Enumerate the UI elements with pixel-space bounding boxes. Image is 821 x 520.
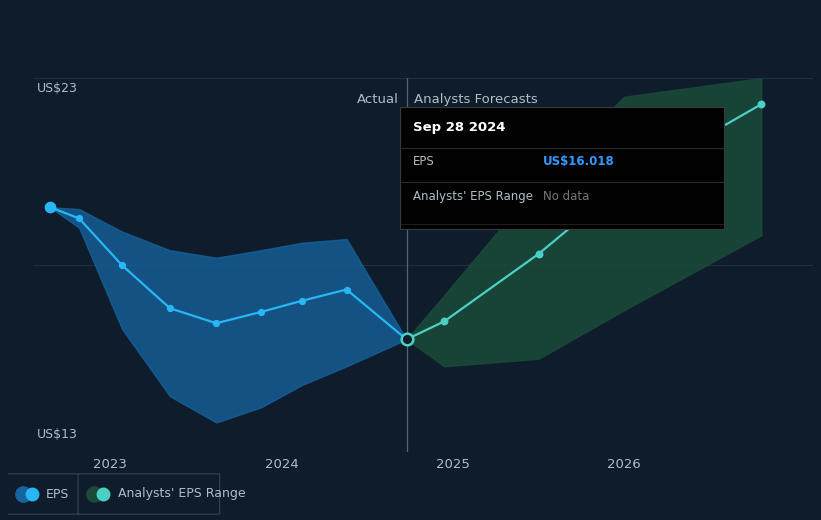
Point: [400, 335, 413, 344]
Point: [754, 100, 768, 108]
Text: US$13: US$13: [37, 428, 78, 441]
Text: No data: No data: [543, 190, 589, 203]
Text: Sep 28 2024: Sep 28 2024: [413, 121, 505, 134]
Text: Actual: Actual: [357, 93, 399, 106]
Point: [340, 285, 353, 294]
Text: EPS: EPS: [413, 155, 434, 168]
Point: [209, 319, 222, 328]
Point: [438, 317, 451, 326]
FancyBboxPatch shape: [7, 474, 80, 514]
Point: [255, 308, 268, 316]
Text: Analysts Forecasts: Analysts Forecasts: [415, 93, 538, 106]
Text: US$16.018: US$16.018: [543, 155, 614, 168]
Point: [116, 261, 129, 269]
Point: [617, 179, 631, 187]
Text: US$23: US$23: [37, 82, 78, 95]
Point: [163, 304, 177, 313]
Text: Analysts' EPS Range: Analysts' EPS Range: [413, 190, 533, 203]
Point: [72, 214, 85, 223]
Point: [296, 296, 309, 305]
Text: Analysts' EPS Range: Analysts' EPS Range: [117, 488, 245, 500]
Point: [532, 250, 545, 258]
Point: [44, 203, 57, 211]
Text: EPS: EPS: [46, 488, 69, 500]
FancyBboxPatch shape: [78, 474, 220, 514]
